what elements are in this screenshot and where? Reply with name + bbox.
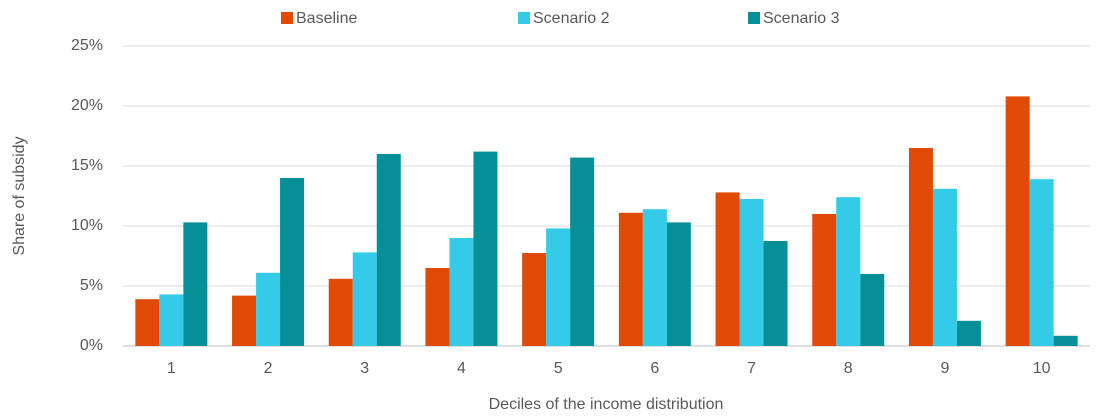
bar [376, 154, 401, 346]
bar [546, 228, 571, 346]
bar [1029, 179, 1054, 346]
y-tick-label: 20% [71, 97, 103, 114]
x-axis-label: Deciles of the income distribution [489, 396, 724, 413]
legend-swatch [748, 12, 760, 24]
y-tick-label: 5% [80, 277, 103, 294]
bar [159, 294, 184, 346]
x-tick-label: 3 [360, 360, 369, 377]
x-tick-label: 2 [264, 360, 273, 377]
y-axis-label: Share of subsidy [11, 136, 28, 255]
bar [666, 222, 691, 346]
bar [425, 268, 450, 346]
bar [618, 212, 643, 346]
x-tick-label: 5 [554, 360, 563, 377]
x-tick-label: 10 [1033, 360, 1051, 377]
bar [473, 151, 498, 346]
bar [570, 157, 595, 346]
bar [256, 272, 281, 346]
bar [1005, 96, 1030, 347]
bar [328, 278, 353, 346]
bar [715, 192, 740, 346]
x-tick-label: 1 [167, 360, 176, 377]
bar [522, 253, 547, 346]
x-tick-label: 9 [940, 360, 949, 377]
bar [908, 148, 933, 346]
y-tick-label: 0% [80, 337, 103, 354]
bar [836, 197, 861, 346]
bar [232, 295, 257, 346]
bar [183, 222, 208, 346]
y-tick-label: 10% [71, 217, 103, 234]
x-tick-label: 8 [844, 360, 853, 377]
bar [763, 241, 788, 346]
x-tick-label: 7 [747, 360, 756, 377]
legend-label: Baseline [296, 10, 357, 27]
y-tick-label: 15% [71, 157, 103, 174]
bar [956, 320, 981, 346]
bar [135, 299, 160, 346]
bar [812, 214, 837, 346]
legend-label: Scenario 3 [763, 10, 840, 27]
legend-swatch [281, 12, 293, 24]
bar [1053, 335, 1078, 346]
bar [352, 252, 377, 346]
legend-label: Scenario 2 [533, 10, 610, 27]
x-tick-label: 6 [650, 360, 659, 377]
bar [280, 178, 305, 346]
bar [449, 238, 474, 346]
y-tick-label: 25% [71, 37, 103, 54]
bar [860, 274, 885, 346]
x-tick-label: 4 [457, 360, 466, 377]
bar [642, 209, 667, 346]
bar [932, 188, 957, 346]
bar [739, 199, 764, 346]
legend-swatch [518, 12, 530, 24]
